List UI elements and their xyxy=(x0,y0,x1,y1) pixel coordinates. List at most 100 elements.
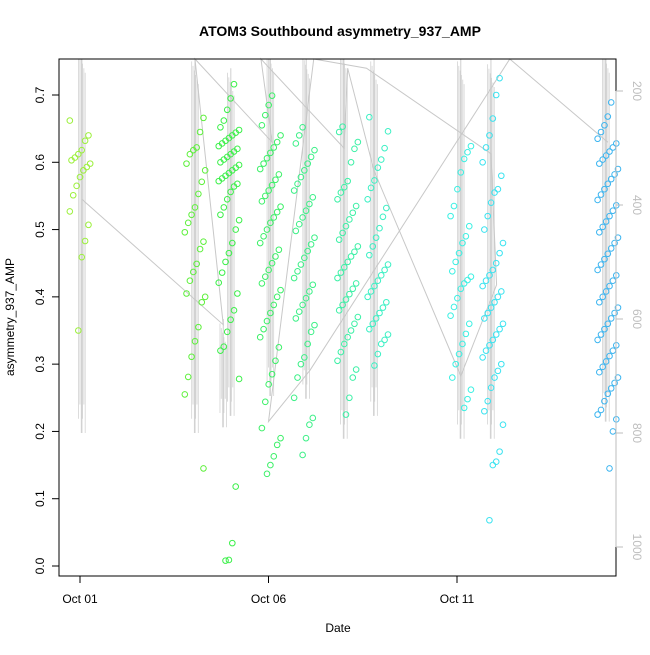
data-point xyxy=(267,461,274,469)
data-point xyxy=(183,160,190,167)
data-point xyxy=(604,320,612,328)
data-point xyxy=(454,185,461,193)
data-point xyxy=(496,74,503,82)
data-point xyxy=(492,458,500,466)
data-point xyxy=(200,465,207,472)
data-point xyxy=(223,106,231,114)
data-point xyxy=(602,218,610,225)
data-point xyxy=(486,516,493,524)
data-point xyxy=(273,138,281,146)
data-point xyxy=(292,140,300,147)
data-point xyxy=(301,167,308,174)
data-point xyxy=(479,158,486,166)
data-point xyxy=(494,293,502,301)
data-point xyxy=(292,227,300,235)
plot-frame xyxy=(58,58,617,577)
y-tick-label: 0.7 xyxy=(33,86,47,103)
data-point xyxy=(301,354,308,361)
data-point xyxy=(450,202,458,210)
data-point xyxy=(260,325,267,333)
data-point xyxy=(273,208,281,216)
data-point xyxy=(309,414,317,422)
data-point xyxy=(339,123,346,130)
data-point xyxy=(198,298,206,306)
data-point xyxy=(383,298,390,306)
data-point xyxy=(80,167,87,174)
data-point xyxy=(464,395,471,403)
data-point xyxy=(354,138,362,146)
data-point xyxy=(492,259,500,267)
data-point xyxy=(334,357,341,365)
y-tick-label: 0.0 xyxy=(33,557,47,574)
data-point xyxy=(349,285,357,293)
data-point xyxy=(227,188,234,196)
data-point xyxy=(460,280,468,287)
data-point xyxy=(614,234,622,241)
data-point xyxy=(232,483,240,490)
data-point xyxy=(354,243,362,250)
depth-track-line xyxy=(81,57,609,424)
data-point xyxy=(294,374,301,381)
data-point xyxy=(344,177,351,185)
data-point xyxy=(270,301,278,309)
data-point xyxy=(186,277,194,285)
data-point xyxy=(465,320,473,328)
data-point xyxy=(270,144,278,151)
data-point xyxy=(263,226,271,233)
data-point xyxy=(609,207,617,215)
data-point xyxy=(339,229,346,237)
data-point xyxy=(462,233,470,240)
data-point xyxy=(191,337,199,345)
data-point xyxy=(496,448,503,455)
data-point xyxy=(447,312,454,319)
data-point xyxy=(494,185,502,193)
data-point xyxy=(367,288,375,295)
data-point xyxy=(261,111,269,119)
data-point xyxy=(265,187,272,194)
x-axis-label: Date xyxy=(325,621,351,635)
data-point xyxy=(256,239,264,247)
data-point xyxy=(497,288,505,295)
data-point xyxy=(270,214,278,221)
data-point xyxy=(479,282,486,290)
y-tick-label: 0.5 xyxy=(33,221,47,238)
data-point xyxy=(181,391,189,398)
data-point xyxy=(599,223,607,231)
data-point xyxy=(347,158,355,166)
data-point xyxy=(304,247,312,255)
data-point xyxy=(611,171,618,178)
data-point xyxy=(346,394,353,402)
data-point xyxy=(496,249,503,257)
data-point xyxy=(601,255,608,263)
data-point xyxy=(487,384,495,391)
data-point xyxy=(256,333,264,341)
data-point xyxy=(294,180,301,188)
data-point xyxy=(78,253,85,261)
data-point xyxy=(260,160,267,167)
data-point xyxy=(467,142,475,150)
data-point xyxy=(497,172,505,180)
data-point xyxy=(265,101,272,109)
data-point xyxy=(299,301,306,309)
data-point xyxy=(484,397,492,405)
data-point xyxy=(184,373,192,381)
data-point xyxy=(195,190,202,198)
data-point xyxy=(601,121,608,129)
data-point xyxy=(200,114,207,122)
data-point xyxy=(258,280,266,287)
data-point xyxy=(261,398,269,406)
data-point xyxy=(309,193,317,201)
data-point xyxy=(295,308,303,315)
data-point xyxy=(452,360,459,368)
data-point xyxy=(267,219,274,227)
data-point xyxy=(486,132,493,139)
depth-trace-layer xyxy=(78,57,610,439)
data-points-layer xyxy=(66,74,622,564)
data-point xyxy=(297,261,305,268)
data-point xyxy=(201,293,209,301)
y2-tick-label: 200 xyxy=(630,81,644,101)
y-tick-label: 0.6 xyxy=(33,154,47,171)
data-point xyxy=(270,453,278,460)
data-point xyxy=(464,276,471,284)
data-point xyxy=(297,173,305,181)
